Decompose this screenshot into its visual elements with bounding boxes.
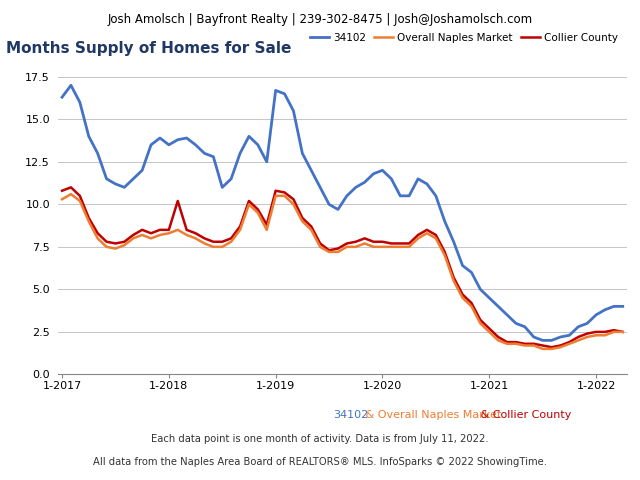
Text: 34102: 34102: [333, 410, 368, 420]
Text: Josh Amolsch | Bayfront Realty | 239-302-8475 | Josh@Joshamolsch.com: Josh Amolsch | Bayfront Realty | 239-302…: [108, 12, 532, 26]
Text: & Collier County: & Collier County: [477, 410, 571, 420]
Legend: 34102, Overall Naples Market, Collier County: 34102, Overall Naples Market, Collier Co…: [306, 28, 622, 47]
Text: All data from the Naples Area Board of REALTORS® MLS. InfoSparks © 2022 ShowingT: All data from the Naples Area Board of R…: [93, 457, 547, 467]
Text: Each data point is one month of activity. Data is from July 11, 2022.: Each data point is one month of activity…: [151, 434, 489, 444]
Text: & Overall Naples Market: & Overall Naples Market: [362, 410, 502, 420]
Text: Months Supply of Homes for Sale: Months Supply of Homes for Sale: [6, 41, 292, 56]
